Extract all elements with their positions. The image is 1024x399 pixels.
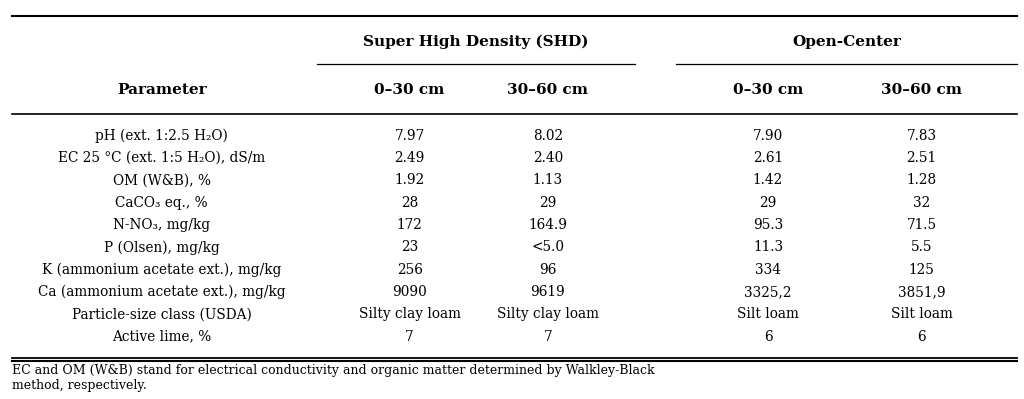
Text: Active lime, %: Active lime, % <box>113 330 211 344</box>
Text: 164.9: 164.9 <box>528 218 567 232</box>
Text: <5.0: <5.0 <box>531 240 564 255</box>
Text: 0–30 cm: 0–30 cm <box>733 83 803 97</box>
Text: 2.40: 2.40 <box>532 151 563 165</box>
Text: 29: 29 <box>760 196 776 210</box>
Text: 32: 32 <box>913 196 930 210</box>
Text: 2.51: 2.51 <box>906 151 937 165</box>
Text: Parameter: Parameter <box>117 83 207 97</box>
Text: Particle-size class (USDA): Particle-size class (USDA) <box>72 307 252 322</box>
Text: 3325,2: 3325,2 <box>744 285 792 299</box>
Text: 5.5: 5.5 <box>911 240 932 255</box>
Text: 23: 23 <box>401 240 418 255</box>
Text: 7: 7 <box>544 330 552 344</box>
Text: 30–60 cm: 30–60 cm <box>507 83 589 97</box>
Text: 2.49: 2.49 <box>394 151 425 165</box>
Text: 7.97: 7.97 <box>394 128 425 143</box>
Text: N-NO₃, mg/kg: N-NO₃, mg/kg <box>114 218 210 232</box>
Text: 2.61: 2.61 <box>753 151 783 165</box>
Text: 3851,9: 3851,9 <box>898 285 945 299</box>
Text: 125: 125 <box>908 263 935 277</box>
Text: K (ammonium acetate ext.), mg/kg: K (ammonium acetate ext.), mg/kg <box>42 263 282 277</box>
Text: 9619: 9619 <box>530 285 565 299</box>
Text: 334: 334 <box>755 263 781 277</box>
Text: 96: 96 <box>540 263 556 277</box>
Text: 8.02: 8.02 <box>532 128 563 143</box>
Text: 172: 172 <box>396 218 423 232</box>
Text: 1.92: 1.92 <box>394 173 425 188</box>
Text: 256: 256 <box>396 263 423 277</box>
Text: Super High Density (SHD): Super High Density (SHD) <box>364 35 589 49</box>
Text: 6: 6 <box>918 330 926 344</box>
Text: 7: 7 <box>406 330 414 344</box>
Text: Silt loam: Silt loam <box>891 307 952 322</box>
Text: 11.3: 11.3 <box>753 240 783 255</box>
Text: 95.3: 95.3 <box>753 218 783 232</box>
Text: 1.28: 1.28 <box>906 173 937 188</box>
Text: 30–60 cm: 30–60 cm <box>881 83 963 97</box>
Text: 7.83: 7.83 <box>906 128 937 143</box>
Text: 9090: 9090 <box>392 285 427 299</box>
Text: Silty clay loam: Silty clay loam <box>497 307 599 322</box>
Text: CaCO₃ eq., %: CaCO₃ eq., % <box>116 196 208 210</box>
Text: 7.90: 7.90 <box>753 128 783 143</box>
Text: EC and OM (W&B) stand for electrical conductivity and organic matter determined : EC and OM (W&B) stand for electrical con… <box>12 364 655 392</box>
Text: 6: 6 <box>764 330 772 344</box>
Text: Silt loam: Silt loam <box>737 307 799 322</box>
Text: Open-Center: Open-Center <box>792 35 901 49</box>
Text: 71.5: 71.5 <box>906 218 937 232</box>
Text: 29: 29 <box>540 196 556 210</box>
Text: 0–30 cm: 0–30 cm <box>375 83 444 97</box>
Text: 1.13: 1.13 <box>532 173 563 188</box>
Text: 28: 28 <box>401 196 418 210</box>
Text: 1.42: 1.42 <box>753 173 783 188</box>
Text: OM (W&B), %: OM (W&B), % <box>113 173 211 188</box>
Text: EC 25 °C (ext. 1:5 H₂O), dS/m: EC 25 °C (ext. 1:5 H₂O), dS/m <box>58 151 265 165</box>
Text: pH (ext. 1:2.5 H₂O): pH (ext. 1:2.5 H₂O) <box>95 128 228 143</box>
Text: Silty clay loam: Silty clay loam <box>358 307 461 322</box>
Text: Ca (ammonium acetate ext.), mg/kg: Ca (ammonium acetate ext.), mg/kg <box>38 285 286 299</box>
Text: P (Olsen), mg/kg: P (Olsen), mg/kg <box>103 240 220 255</box>
